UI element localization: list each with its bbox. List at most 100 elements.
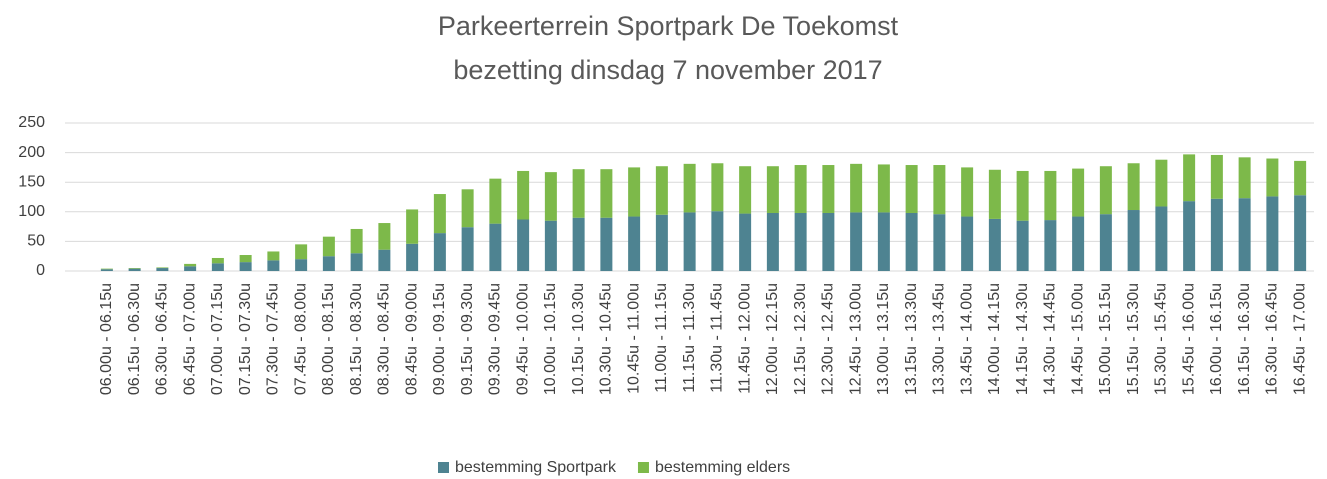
bar-segment [295, 244, 308, 260]
bar-segment [322, 236, 335, 257]
legend-swatch [438, 462, 449, 473]
x-tick-label: 12.00u - 12.15u [764, 283, 781, 395]
bar-segment [766, 166, 779, 213]
bar-segment [1155, 159, 1168, 207]
chart-title: Parkeerterrein Sportpark De Toekomst [438, 11, 899, 41]
bar-segment [433, 194, 446, 234]
bar-segment [572, 217, 585, 271]
x-tick-label: 13.45u - 14.00u [958, 283, 975, 395]
x-tick-label: 16.45u - 17.00u [1291, 283, 1308, 395]
bar-segment [988, 218, 1001, 271]
bar-segment [267, 260, 280, 271]
bar-segment [1238, 198, 1251, 271]
bar-segment [461, 227, 474, 271]
bar-segment [1183, 201, 1196, 271]
bar-segment [378, 223, 391, 250]
x-tick-label: 14.00u - 14.15u [986, 283, 1003, 395]
x-tick-label: 06.45u - 07.00u [181, 283, 198, 395]
y-tick-label: 150 [18, 173, 45, 190]
bar-segment [1183, 154, 1196, 202]
bar-segment [850, 163, 863, 213]
bar-segment [905, 165, 918, 213]
bar-segment [933, 165, 946, 215]
x-tick-label: 07.45u - 08.00u [292, 283, 309, 395]
bar-segment [628, 167, 641, 217]
bar-segment [295, 259, 308, 271]
bar-segment [128, 268, 141, 269]
x-tick-label: 14.15u - 14.30u [1014, 283, 1031, 395]
x-tick-label: 10.45u - 11.00u [625, 283, 642, 394]
bar-segment [211, 257, 224, 264]
bar-segment [1266, 158, 1279, 197]
bar-segment [933, 214, 946, 271]
x-tick-label: 08.00u - 08.15u [320, 283, 337, 395]
bar-segment [877, 164, 890, 213]
bar-segment [461, 189, 474, 228]
bar-segment [184, 266, 197, 271]
bar-segment [100, 269, 113, 271]
bar-segment [322, 256, 335, 271]
bar-segment [822, 212, 835, 271]
bar-segment [905, 212, 918, 271]
bar-segment [184, 263, 197, 267]
bar-segment [794, 165, 807, 213]
bar-segment [655, 166, 668, 215]
bar-segment [156, 267, 169, 269]
x-tick-label: 08.30u - 08.45u [376, 283, 393, 395]
bar-segment [850, 212, 863, 271]
x-tick-label: 13.15u - 13.30u [903, 283, 920, 395]
bar-segment [1099, 166, 1112, 215]
bar-segment [489, 178, 502, 224]
bar-segment [1016, 220, 1029, 271]
bar-segment [239, 255, 252, 263]
bar-segment [766, 212, 779, 271]
bar-segment [683, 163, 696, 213]
x-tick-label: 14.30u - 14.45u [1042, 283, 1059, 395]
x-tick-label: 08.45u - 09.00u [403, 283, 420, 395]
x-tick-label: 13.00u - 13.15u [875, 283, 892, 395]
y-tick-label: 50 [27, 233, 45, 250]
x-tick-label: 16.30u - 16.45u [1264, 283, 1281, 395]
bar-segment [1044, 220, 1057, 271]
x-tick-label: 11.00u - 11.15u [653, 283, 670, 393]
bar-segment [1072, 168, 1085, 217]
bar-segment [350, 228, 363, 254]
x-tick-label: 15.00u - 15.15u [1097, 283, 1114, 395]
bar-segment [739, 213, 752, 271]
x-tick-label: 12.30u - 12.45u [820, 283, 837, 395]
bar-segment [711, 163, 724, 212]
bar-segment [239, 262, 252, 271]
bar-segment [406, 209, 419, 244]
bar-segment [1294, 160, 1307, 196]
x-tick-label: 16.15u - 16.30u [1236, 283, 1253, 395]
x-tick-label: 13.30u - 13.45u [931, 283, 948, 395]
x-tick-label: 11.45u - 12.00u [736, 283, 753, 394]
bar-segment [822, 165, 835, 213]
bar-segment [1016, 170, 1029, 221]
bar-segment [711, 211, 724, 271]
bar-segment [628, 216, 641, 271]
bar-segment [655, 214, 668, 271]
bar-segment [544, 172, 557, 221]
x-tick-label: 09.15u - 09.30u [459, 283, 476, 395]
bar-segment [517, 170, 530, 220]
x-tick-label: 16.00u - 16.15u [1208, 283, 1225, 395]
legend-label: bestemming Sportpark [455, 459, 617, 476]
bar-segment [267, 251, 280, 261]
x-tick-label: 07.00u - 07.15u [209, 283, 226, 395]
bar-segment [1127, 210, 1140, 271]
chart-subtitle: bezetting dinsdag 7 november 2017 [453, 55, 882, 85]
bar-segment [1044, 170, 1057, 221]
x-tick-label: 07.30u - 07.45u [265, 283, 282, 395]
bar-segment [378, 249, 391, 271]
x-tick-label: 11.15u - 11.30u [681, 283, 698, 393]
bar-segment [100, 268, 113, 270]
x-tick-label: 08.15u - 08.30u [348, 283, 365, 395]
x-tick-label: 10.15u - 10.30u [570, 283, 587, 395]
bar-segment [794, 212, 807, 271]
bar-segment [1238, 157, 1251, 199]
x-tick-label: 15.45u - 16.00u [1180, 283, 1197, 395]
x-tick-label: 10.30u - 10.45u [598, 283, 615, 395]
bar-segment [489, 223, 502, 271]
